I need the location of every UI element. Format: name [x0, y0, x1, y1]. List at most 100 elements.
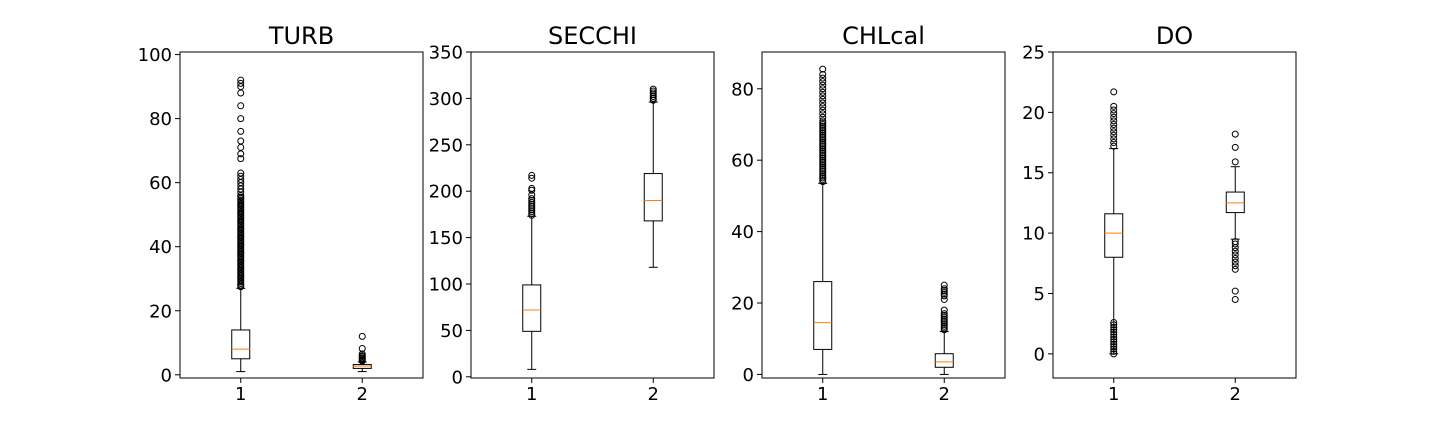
outlier-point: [940, 281, 948, 289]
outlier-point: [819, 103, 827, 111]
x-tick-label: 2: [939, 384, 950, 405]
chart-title: SECCHI: [548, 22, 637, 50]
outlier-point: [1110, 318, 1118, 326]
outlier-point: [1110, 124, 1118, 132]
box-1: [522, 171, 542, 370]
y-tick-label: 0: [743, 365, 754, 386]
outlier-point: [1110, 135, 1118, 143]
outlier-point: [819, 95, 827, 103]
y-tick-label: 40: [149, 237, 172, 258]
subplot-2: SECCHI 0 50 100 150 200 250 300 350 1 2: [429, 22, 715, 405]
iqr-box: [813, 281, 833, 350]
y-tick-label: 0: [161, 365, 172, 386]
outlier-point: [649, 85, 657, 93]
y-tick-label: 100: [429, 274, 463, 295]
outlier-point: [819, 113, 827, 121]
iqr-box: [231, 329, 251, 360]
box-2: [643, 85, 663, 268]
y-tick-label: 40: [731, 222, 754, 243]
box-2: [352, 332, 372, 373]
iqr-box: [643, 173, 663, 222]
box-1: [1104, 88, 1124, 358]
outlier-point: [1110, 323, 1118, 331]
chart-title: TURB: [268, 22, 334, 50]
x-tick-label: 1: [817, 384, 828, 405]
outlier-point: [1110, 326, 1118, 334]
outlier-point: [819, 106, 827, 114]
outlier-point: [1110, 117, 1118, 125]
outlier-point: [528, 184, 536, 192]
outlier-point: [1110, 345, 1118, 353]
y-tick-label: 250: [429, 135, 463, 156]
iqr-box: [522, 284, 542, 332]
outlier-point: [940, 310, 948, 318]
outlier-point: [819, 81, 827, 89]
outlier-point: [358, 350, 366, 358]
axes-frame: [179, 51, 424, 379]
outlier-point: [940, 295, 948, 303]
outlier-point: [819, 78, 827, 86]
box-1: [813, 65, 833, 375]
outlier-point: [1110, 350, 1118, 358]
outlier-point: [1231, 247, 1239, 255]
outlier-point: [237, 155, 245, 163]
outlier-point: [237, 127, 245, 135]
outlier-point: [819, 74, 827, 82]
outlier-point: [649, 87, 657, 95]
outlier-point: [1110, 139, 1118, 147]
outlier-point: [528, 195, 536, 203]
outlier-point: [1231, 158, 1239, 166]
outlier-point: [237, 169, 245, 177]
outlier-point: [1110, 120, 1118, 128]
subplot-4: DO 0 5 10 15 20 25 1 2: [1022, 22, 1297, 405]
subplot-1: TURB 0 20 40 60 80 100 1 2: [138, 22, 424, 405]
axes-frame: [470, 51, 715, 379]
y-tick-label: 300: [429, 89, 463, 110]
outlier-point: [237, 76, 245, 84]
outlier-point: [528, 174, 536, 182]
x-tick-label: 1: [526, 384, 537, 405]
outlier-point: [1231, 238, 1239, 246]
x-tick-label: 2: [1230, 384, 1241, 405]
y-tick-label: 200: [429, 182, 463, 203]
outlier-point: [819, 110, 827, 118]
outlier-point: [1231, 296, 1239, 304]
iqr-box: [1104, 213, 1124, 258]
subplot-3: CHLcal 0 20 40 60 80 1 2: [731, 22, 1006, 405]
outlier-point: [940, 306, 948, 314]
outlier-point: [237, 137, 245, 145]
outlier-point: [1110, 335, 1118, 343]
box-1: [231, 76, 251, 373]
outlier-point: [819, 92, 827, 100]
x-tick-label: 2: [648, 384, 659, 405]
outlier-point: [1231, 240, 1239, 248]
outlier-point: [528, 186, 536, 194]
outlier-point: [1110, 338, 1118, 346]
y-tick-label: 60: [149, 173, 172, 194]
outlier-point: [358, 332, 366, 340]
y-tick-label: 50: [440, 321, 463, 342]
y-tick-label: 15: [1022, 163, 1045, 184]
iqr-box: [1225, 191, 1245, 214]
iqr-box: [934, 353, 954, 368]
outlier-point: [1231, 251, 1239, 259]
outlier-point: [358, 345, 366, 353]
y-tick-label: 20: [1022, 103, 1045, 124]
outlier-point: [1110, 88, 1118, 96]
outlier-point: [237, 79, 245, 87]
outlier-point: [819, 88, 827, 96]
outlier-point: [1231, 287, 1239, 295]
y-tick-label: 150: [429, 228, 463, 249]
y-tick-label: 20: [149, 301, 172, 322]
outlier-point: [1110, 142, 1118, 150]
outlier-point: [1110, 113, 1118, 121]
y-tick-label: 80: [731, 79, 754, 100]
box-2: [934, 281, 954, 375]
y-tick-label: 20: [731, 294, 754, 315]
outlier-point: [237, 115, 245, 123]
y-tick-label: 25: [1022, 43, 1045, 64]
outlier-point: [237, 172, 245, 180]
outlier-point: [1110, 128, 1118, 136]
y-tick-label: 0: [452, 367, 463, 388]
